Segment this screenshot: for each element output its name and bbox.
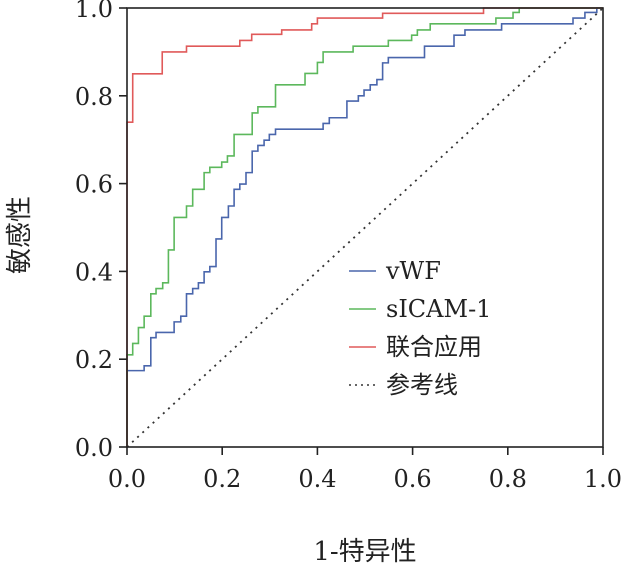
y-tick-label: 0.0 bbox=[75, 434, 113, 462]
x-tick-label: 0.0 bbox=[108, 465, 146, 493]
x-tick-label: 1.0 bbox=[584, 465, 622, 493]
legend-label: 联合应用 bbox=[386, 333, 482, 361]
reference-line bbox=[126, 7, 604, 448]
legend-label: vWF bbox=[385, 257, 441, 285]
legend-label: sICAM-1 bbox=[386, 295, 491, 323]
y-tick-label: 0.2 bbox=[75, 346, 113, 374]
y-tick-label: 0.4 bbox=[75, 258, 113, 286]
x-tick-label: 0.4 bbox=[298, 465, 336, 493]
y-axis: 0.0 0.2 0.4 0.6 0.8 1.0 bbox=[75, 0, 127, 462]
y-axis-label: 敏感性 bbox=[5, 196, 35, 274]
x-axis: 0.0 0.2 0.4 0.6 0.8 1.0 bbox=[108, 447, 622, 493]
series-line-0 bbox=[126, 7, 603, 447]
x-axis-label: 1-特异性 bbox=[313, 537, 416, 567]
legend-label: 参考线 bbox=[386, 371, 458, 399]
series-layer bbox=[126, 7, 603, 447]
x-tick-label: 0.8 bbox=[489, 465, 527, 493]
y-tick-label: 1.0 bbox=[75, 0, 113, 23]
reference-layer bbox=[126, 7, 604, 448]
y-tick-label: 0.8 bbox=[75, 83, 113, 111]
plot-frame bbox=[126, 7, 604, 448]
series-line-1 bbox=[126, 7, 603, 447]
x-tick-label: 0.6 bbox=[394, 465, 432, 493]
series-line-2 bbox=[126, 7, 603, 447]
x-tick-label: 0.2 bbox=[203, 465, 241, 493]
y-tick-label: 0.6 bbox=[75, 171, 113, 199]
